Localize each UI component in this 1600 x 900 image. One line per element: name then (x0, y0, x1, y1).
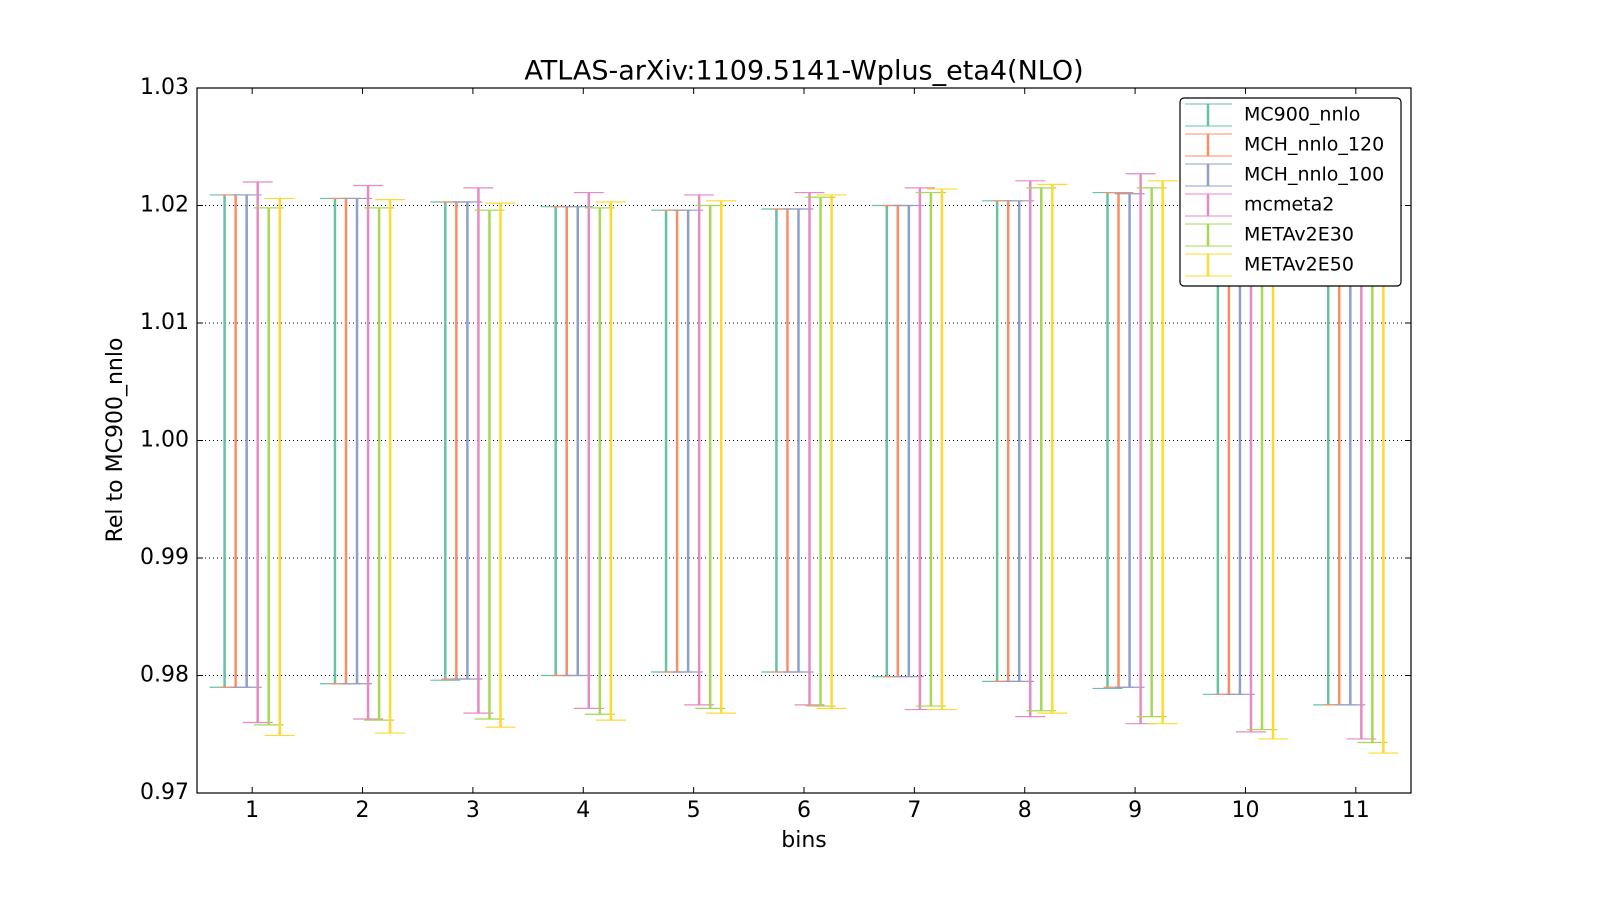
x-tick-label: 4 (576, 798, 590, 823)
y-tick-label: 0.99 (140, 545, 189, 570)
plot-area (197, 87, 1411, 794)
legend-box (1179, 97, 1402, 287)
x-tick-label: 10 (1231, 798, 1259, 823)
legend-label: MCH_nnlo_120 (1244, 134, 1384, 156)
x-tick-label: 8 (1018, 798, 1032, 823)
y-tick-label: 1.00 (140, 428, 189, 453)
x-axis-label: bins (781, 828, 826, 853)
x-tick-label: 11 (1342, 798, 1370, 823)
legend-label: MCH_nnlo_100 (1244, 164, 1384, 186)
legend-label: METAv2E50 (1244, 254, 1354, 276)
y-tick-label: 1.01 (140, 310, 189, 335)
legend-label: METAv2E30 (1244, 224, 1354, 246)
x-tick-label: 6 (797, 798, 811, 823)
y-tick-label: 0.98 (140, 663, 189, 688)
y-tick-label: 1.03 (140, 75, 189, 100)
chart-title: ATLAS-arXiv:1109.5141-Wplus_eta4(NLO) (524, 56, 1083, 87)
x-tick-label: 3 (466, 798, 480, 823)
legend-label: MC900_nnlo (1244, 104, 1360, 126)
x-tick-label: 2 (356, 798, 370, 823)
x-tick-label: 9 (1128, 798, 1142, 823)
y-axis-label: Rel to MC900_nnlo (103, 338, 128, 543)
x-tick-label: 5 (687, 798, 701, 823)
legend-label: mcmeta2 (1244, 194, 1334, 216)
x-tick-label: 7 (907, 798, 921, 823)
legend: MC900_nnlo MCH_nnlo_120 MCH_nnlo_100mcmeta… (1179, 97, 1402, 287)
y-tick-label: 1.02 (140, 193, 189, 218)
y-tick-label: 0.97 (140, 780, 189, 805)
x-tick-label: 1 (245, 798, 259, 823)
